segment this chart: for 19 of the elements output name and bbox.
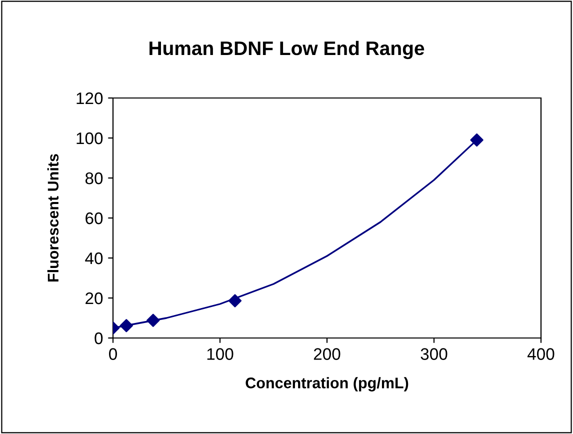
y-tick-label: 0 [94, 332, 103, 344]
x-tick-label: 200 [314, 348, 340, 360]
x-tick-label: 300 [420, 348, 448, 360]
point [470, 133, 484, 147]
point [120, 319, 133, 332]
point [228, 294, 242, 308]
chart-title: Human BDNF Low End Range [150, 40, 424, 60]
x-axis-title: Concentration (pg/mL) [246, 377, 408, 392]
y-tick-label: 20 [86, 292, 103, 304]
y-tick-label: 120 [76, 92, 103, 104]
x-tick-label: 400 [527, 348, 554, 360]
x-tick-label: 100 [207, 348, 234, 360]
y-tick-label: 100 [76, 132, 103, 144]
point [146, 314, 160, 327]
y-tick-label: 60 [86, 212, 103, 224]
y-tick-label: 80 [85, 172, 103, 184]
x-tick-label: 0 [109, 348, 117, 360]
y-tick-label: 40 [85, 252, 103, 264]
y-axis-title: Fluorescent Units [47, 154, 59, 282]
